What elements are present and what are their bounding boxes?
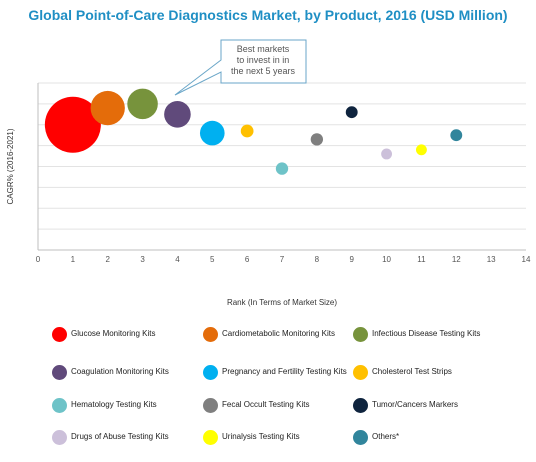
bubble-point — [127, 88, 158, 120]
bubble-point — [345, 106, 358, 119]
x-tick-label: 7 — [280, 255, 285, 264]
x-tick-label: 14 — [522, 255, 531, 264]
legend-item: Infectious Disease Testing Kits — [353, 327, 503, 342]
annotation-group: Best markets to invest in in the next 5 ye… — [174, 39, 307, 96]
legend-item: Fecal Occult Testing Kits — [203, 398, 353, 413]
legend-item: Cardiometabolic Monitoring Kits — [203, 327, 353, 342]
legend-swatch — [353, 398, 368, 413]
bubble-point — [90, 90, 125, 126]
bubbles — [44, 88, 463, 175]
x-tick-label: 6 — [245, 255, 250, 264]
legend-swatch — [52, 365, 67, 380]
bubble-point — [381, 148, 393, 160]
bubble-point — [415, 144, 427, 156]
x-tick-label: 12 — [452, 255, 461, 264]
legend-item: Urinalysis Testing Kits — [203, 430, 353, 445]
legend-label: Infectious Disease Testing Kits — [372, 329, 481, 338]
legend-label: Fecal Occult Testing Kits — [222, 400, 310, 409]
x-tick-label: 4 — [175, 255, 180, 264]
legend-label: Others* — [372, 432, 400, 441]
legend-label: Cholesterol Test Strips — [372, 367, 452, 376]
bubble-point — [44, 96, 101, 153]
x-tick-label: 8 — [315, 255, 320, 264]
legend-label: Hematology Testing Kits — [71, 400, 157, 409]
legend-swatch — [353, 365, 368, 380]
x-axis-title: Rank (In Terms of Market Size) — [227, 298, 337, 307]
annotation-callout — [174, 39, 307, 96]
legend-item: Cholesterol Test Strips — [353, 365, 503, 380]
legend-swatch — [52, 398, 67, 413]
legend-item: Coagulation Monitoring Kits — [52, 365, 202, 380]
y-axis-title: CAGR% (2016-2021) — [6, 128, 15, 204]
legend-label: Pregnancy and Fertility Testing Kits — [222, 367, 347, 376]
legend-item: Others* — [353, 430, 503, 445]
legend-swatch — [203, 430, 218, 445]
legend-swatch — [52, 430, 67, 445]
legend-swatch — [203, 398, 218, 413]
bubble-point — [450, 129, 463, 142]
annotation-text: Best markets to invest in in the next 5 ye… — [231, 44, 296, 76]
legend-swatch — [52, 327, 67, 342]
x-tick-label: 10 — [382, 255, 391, 264]
legend-label: Glucose Monitoring Kits — [71, 329, 156, 338]
x-tick-label: 5 — [210, 255, 215, 264]
legend-item: Drugs of Abuse Testing Kits — [52, 430, 202, 445]
bubble-point — [164, 101, 191, 128]
bubble-point — [199, 120, 225, 146]
chart-title: Global Point-of-Care Diagnostics Market,… — [28, 7, 508, 23]
legend-label: Urinalysis Testing Kits — [222, 432, 300, 441]
legend-label: Coagulation Monitoring Kits — [71, 367, 169, 376]
legend-item: Hematology Testing Kits — [52, 398, 202, 413]
legend-item: Glucose Monitoring Kits — [52, 327, 202, 342]
x-tick-label: 3 — [140, 255, 145, 264]
legend-swatch — [353, 327, 368, 342]
x-tick-label: 1 — [71, 255, 76, 264]
legend-label: Cardiometabolic Monitoring Kits — [222, 329, 335, 338]
x-tick-label: 11 — [417, 255, 426, 264]
legend-item: Pregnancy and Fertility Testing Kits — [203, 365, 353, 380]
legend-item: Tumor/Cancers Markers — [353, 398, 503, 413]
legend-swatch — [203, 365, 218, 380]
legend-swatch — [353, 430, 368, 445]
x-tick-label: 9 — [349, 255, 354, 264]
bubble-point — [240, 124, 254, 138]
legend-label: Tumor/Cancers Markers — [372, 400, 458, 409]
legend-label: Drugs of Abuse Testing Kits — [71, 432, 169, 441]
bubble-point — [310, 133, 324, 146]
x-tick-label: 2 — [105, 255, 110, 264]
bubble-point — [275, 162, 289, 175]
x-tick-label: 13 — [487, 255, 496, 264]
legend-swatch — [203, 327, 218, 342]
x-tick-label: 0 — [36, 255, 41, 264]
